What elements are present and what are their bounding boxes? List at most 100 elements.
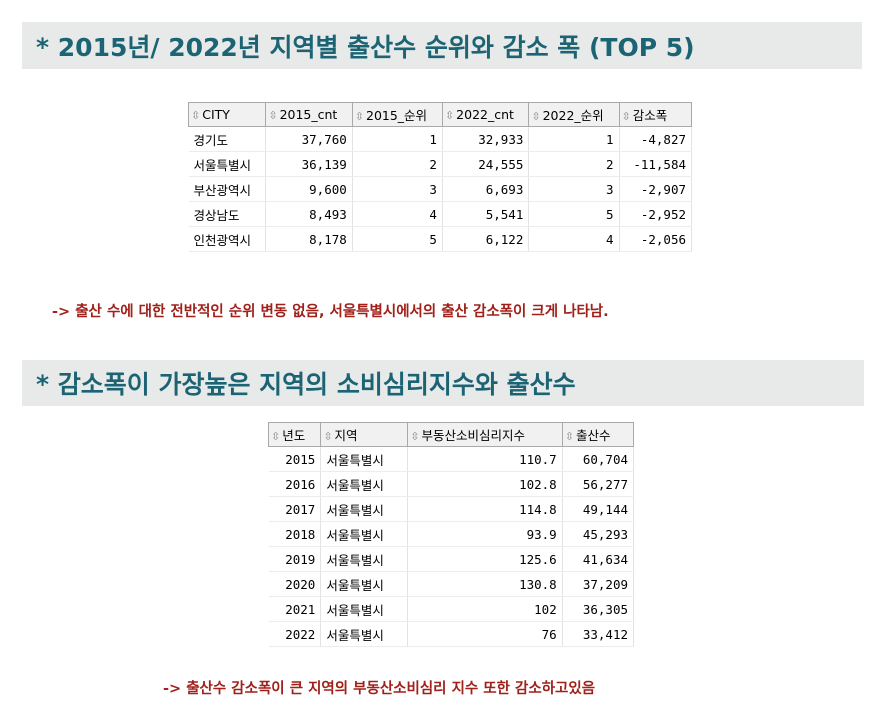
column-header-year[interactable]: ⇳ 년도 bbox=[267, 422, 322, 447]
sort-icon[interactable]: ⇳ bbox=[271, 430, 281, 443]
year-cell: 2018 bbox=[268, 521, 322, 547]
column-header-city[interactable]: ⇳ CITY bbox=[187, 102, 267, 127]
table-row: 부산광역시 9,600 3 6,693 3 -2,907 bbox=[188, 176, 693, 202]
rank-2022-cell: 2 bbox=[528, 151, 620, 177]
year-cell: 2020 bbox=[268, 571, 322, 597]
ranking-table: ⇳ CITY ⇳ 2015_cnt ⇳ 2015_순위 ⇳ 2022_cnt ⇳ 2022… bbox=[187, 102, 693, 252]
column-header-births[interactable]: ⇳ 출산수 bbox=[561, 422, 635, 447]
decrease-cell: -2,056 bbox=[619, 226, 693, 252]
sentiment-index-cell: 110.7 bbox=[407, 446, 563, 472]
cnt-2015-cell: 36,139 bbox=[265, 151, 353, 177]
table-row: 2017 서울특별시 114.8 49,144 bbox=[268, 496, 635, 522]
section2-note: -> 출산수 감소폭이 큰 지역의 부동산소비심리 지수 또한 감소하고있음 bbox=[163, 681, 596, 697]
sort-icon[interactable]: ⇳ bbox=[444, 109, 455, 122]
column-header-2015-rank[interactable]: ⇳ 2015_순위 bbox=[351, 102, 443, 127]
table-row: 경기도 37,760 1 32,933 1 -4,827 bbox=[188, 126, 693, 152]
rank-2015-cell: 3 bbox=[352, 176, 443, 202]
cnt-2015-cell: 9,600 bbox=[265, 176, 353, 202]
region-cell: 서울특별시 bbox=[320, 521, 409, 547]
rank-2015-cell: 4 bbox=[352, 201, 443, 227]
region-cell: 서울특별시 bbox=[320, 596, 409, 622]
sentiment-index-cell: 130.8 bbox=[407, 571, 563, 597]
region-cell: 서울특별시 bbox=[320, 496, 409, 522]
city-cell: 경상남도 bbox=[188, 201, 267, 227]
births-cell: 60,704 bbox=[562, 446, 635, 472]
year-cell: 2021 bbox=[268, 596, 322, 622]
region-cell: 서울특별시 bbox=[320, 546, 409, 572]
sort-icon[interactable]: ⇳ bbox=[564, 430, 574, 443]
rank-2015-cell: 2 bbox=[352, 151, 443, 177]
table-row: 2018 서울특별시 93.9 45,293 bbox=[268, 521, 635, 547]
year-cell: 2017 bbox=[268, 496, 322, 522]
sentiment-table-header-row: ⇳ 년도 ⇳ 지역 ⇳ 부동산소비심리지수 ⇳ 출산수 bbox=[267, 422, 635, 447]
table-row: 2021 서울특별시 102 36,305 bbox=[268, 596, 635, 622]
births-cell: 56,277 bbox=[562, 471, 635, 497]
rank-2022-cell: 5 bbox=[528, 201, 620, 227]
column-header-decrease[interactable]: ⇳ 감소폭 bbox=[618, 102, 693, 127]
decrease-cell: -2,952 bbox=[619, 201, 693, 227]
sentiment-index-cell: 114.8 bbox=[407, 496, 563, 522]
sort-icon[interactable]: ⇳ bbox=[621, 110, 631, 123]
cnt-2015-cell: 37,760 bbox=[265, 126, 353, 152]
table-row: 2015 서울특별시 110.7 60,704 bbox=[268, 446, 635, 472]
sort-icon[interactable]: ⇳ bbox=[323, 430, 333, 443]
cnt-2022-cell: 5,541 bbox=[442, 201, 530, 227]
rank-2015-cell: 1 bbox=[352, 126, 443, 152]
cnt-2022-cell: 6,693 bbox=[442, 176, 530, 202]
section1-note: -> 출산 수에 대한 전반적인 순위 변동 없음, 서울특별시에서의 출산 감… bbox=[52, 304, 609, 320]
sort-icon[interactable]: ⇳ bbox=[191, 109, 201, 122]
table-row: 2020 서울특별시 130.8 37,209 bbox=[268, 571, 635, 597]
table-row: 경상남도 8,493 4 5,541 5 -2,952 bbox=[188, 201, 693, 227]
region-cell: 서울특별시 bbox=[320, 621, 409, 647]
column-header-region[interactable]: ⇳ 지역 bbox=[320, 422, 409, 447]
section2-title: * 감소폭이 가장높은 지역의 소비심리지수와 출산수 bbox=[22, 360, 864, 406]
table-row: 2022 서울특별시 76 33,412 bbox=[268, 621, 635, 647]
year-cell: 2016 bbox=[268, 471, 322, 497]
sort-icon[interactable]: ⇳ bbox=[268, 109, 278, 122]
births-cell: 41,634 bbox=[562, 546, 635, 572]
rank-2022-cell: 4 bbox=[528, 226, 620, 252]
decrease-cell: -4,827 bbox=[619, 126, 693, 152]
table-row: 서울특별시 36,139 2 24,555 2 -11,584 bbox=[188, 151, 693, 177]
city-cell: 부산광역시 bbox=[188, 176, 267, 202]
sentiment-index-cell: 125.6 bbox=[407, 546, 563, 572]
year-cell: 2022 bbox=[268, 621, 322, 647]
column-header-2022-cnt[interactable]: ⇳ 2022_cnt bbox=[441, 102, 530, 127]
cnt-2022-cell: 32,933 bbox=[442, 126, 530, 152]
births-cell: 49,144 bbox=[562, 496, 635, 522]
sort-icon[interactable]: ⇳ bbox=[354, 110, 364, 123]
decrease-cell: -2,907 bbox=[619, 176, 693, 202]
cnt-2022-cell: 24,555 bbox=[442, 151, 530, 177]
sentiment-index-cell: 102.8 bbox=[407, 471, 563, 497]
sort-icon[interactable]: ⇳ bbox=[531, 110, 541, 123]
city-cell: 서울특별시 bbox=[188, 151, 267, 177]
rank-2022-cell: 1 bbox=[528, 126, 620, 152]
year-cell: 2019 bbox=[268, 546, 322, 572]
decrease-cell: -11,584 bbox=[619, 151, 693, 177]
sentiment-table: ⇳ 년도 ⇳ 지역 ⇳ 부동산소비심리지수 ⇳ 출산수 2015 서울특별시 110.7… bbox=[267, 422, 635, 647]
section2-title-text: * 감소폭이 가장높은 지역의 소비심리지수와 출산수 bbox=[36, 370, 576, 399]
table-row: 2019 서울특별시 125.6 41,634 bbox=[268, 546, 635, 572]
region-cell: 서울특별시 bbox=[320, 471, 409, 497]
column-header-2015-cnt[interactable]: ⇳ 2015_cnt bbox=[265, 102, 353, 127]
column-header-2022-rank[interactable]: ⇳ 2022_순위 bbox=[528, 102, 620, 127]
year-cell: 2015 bbox=[268, 446, 322, 472]
region-cell: 서울특별시 bbox=[320, 446, 409, 472]
city-cell: 인천광역시 bbox=[188, 226, 267, 252]
cnt-2022-cell: 6,122 bbox=[442, 226, 530, 252]
sort-icon[interactable]: ⇳ bbox=[410, 430, 420, 443]
rank-2015-cell: 5 bbox=[352, 226, 443, 252]
rank-2022-cell: 3 bbox=[528, 176, 620, 202]
births-cell: 36,305 bbox=[562, 596, 635, 622]
ranking-table-header-row: ⇳ CITY ⇳ 2015_cnt ⇳ 2015_순위 ⇳ 2022_cnt ⇳ 2022… bbox=[187, 102, 693, 127]
births-cell: 45,293 bbox=[562, 521, 635, 547]
sentiment-index-cell: 93.9 bbox=[407, 521, 563, 547]
region-cell: 서울특별시 bbox=[320, 571, 409, 597]
section1-title-text: * 2015년/ 2022년 지역별 출산수 순위와 감소 폭 (TOP 5) bbox=[36, 32, 695, 62]
births-cell: 37,209 bbox=[562, 571, 635, 597]
table-row: 2016 서울특별시 102.8 56,277 bbox=[268, 471, 635, 497]
column-header-sentiment-index[interactable]: ⇳ 부동산소비심리지수 bbox=[407, 422, 563, 447]
table-row: 인천광역시 8,178 5 6,122 4 -2,056 bbox=[188, 226, 693, 252]
births-cell: 33,412 bbox=[562, 621, 635, 647]
cnt-2015-cell: 8,178 bbox=[265, 226, 353, 252]
